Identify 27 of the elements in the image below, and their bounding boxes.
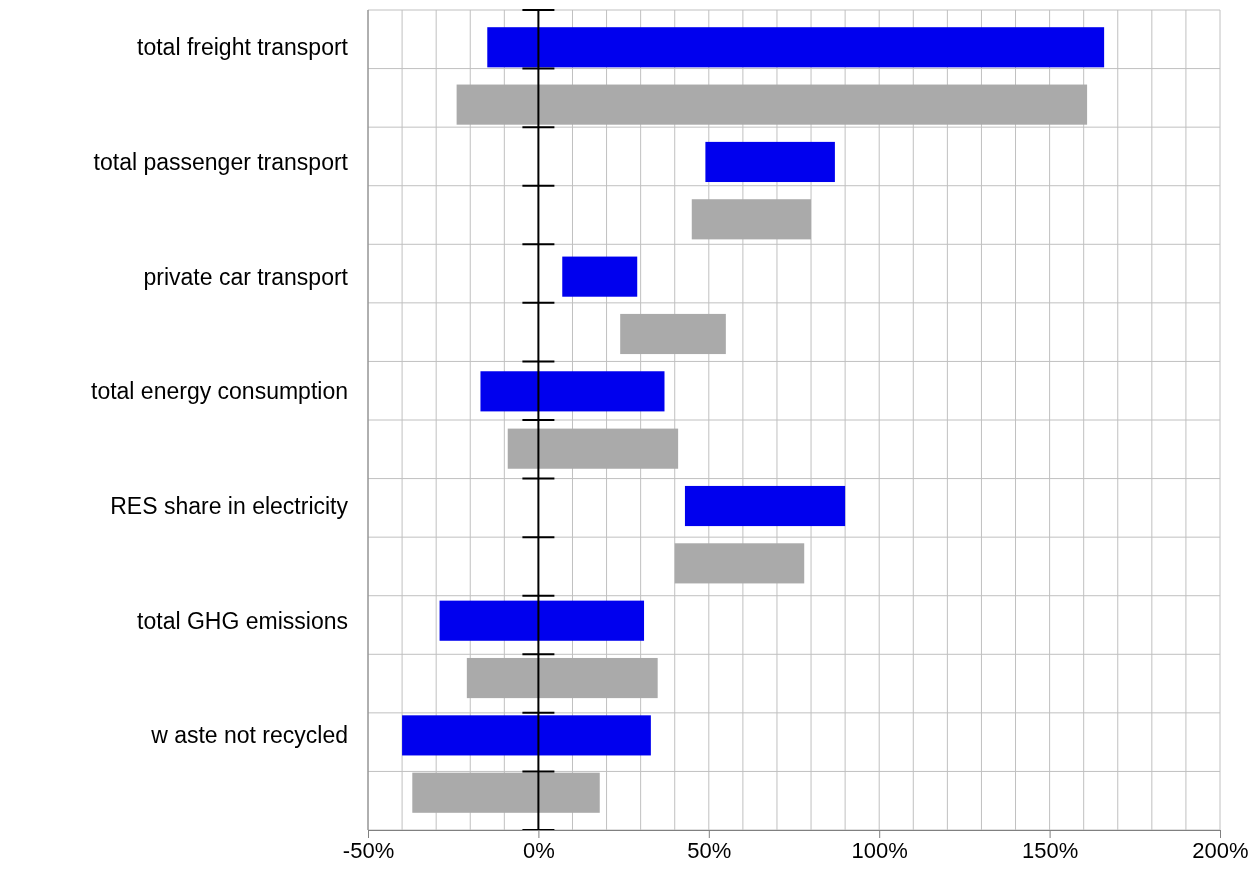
- y-tick-label: total GHG emissions: [137, 607, 348, 634]
- y-tick-label: total freight transport: [137, 34, 349, 61]
- bar: [705, 141, 835, 183]
- x-tick-label: 200%: [1192, 837, 1249, 863]
- bar: [402, 715, 651, 756]
- x-tick-label: -50%: [342, 837, 395, 863]
- y-tick-label: total passenger transport: [93, 149, 349, 176]
- bar: [674, 543, 805, 584]
- bar: [684, 485, 846, 527]
- bar: [507, 428, 679, 469]
- bar: [487, 27, 1105, 68]
- bar: [412, 772, 600, 813]
- bar: [480, 371, 665, 412]
- bar: [562, 256, 638, 297]
- bar: [466, 657, 658, 699]
- y-tick-label: private car transport: [143, 263, 349, 290]
- x-tick-label: 150%: [1021, 837, 1079, 863]
- x-tick-label: 50%: [687, 837, 732, 863]
- bar: [456, 84, 1088, 125]
- x-tick-label: 0%: [523, 837, 555, 863]
- x-tick-label: 100%: [851, 837, 908, 863]
- bar: [439, 600, 645, 641]
- y-tick-label: w aste not recycled: [150, 722, 348, 749]
- y-tick-label: RES share in electricity: [110, 493, 349, 520]
- bar: [691, 199, 812, 240]
- y-tick-label: total energy consumption: [91, 378, 348, 405]
- bar: [620, 313, 726, 355]
